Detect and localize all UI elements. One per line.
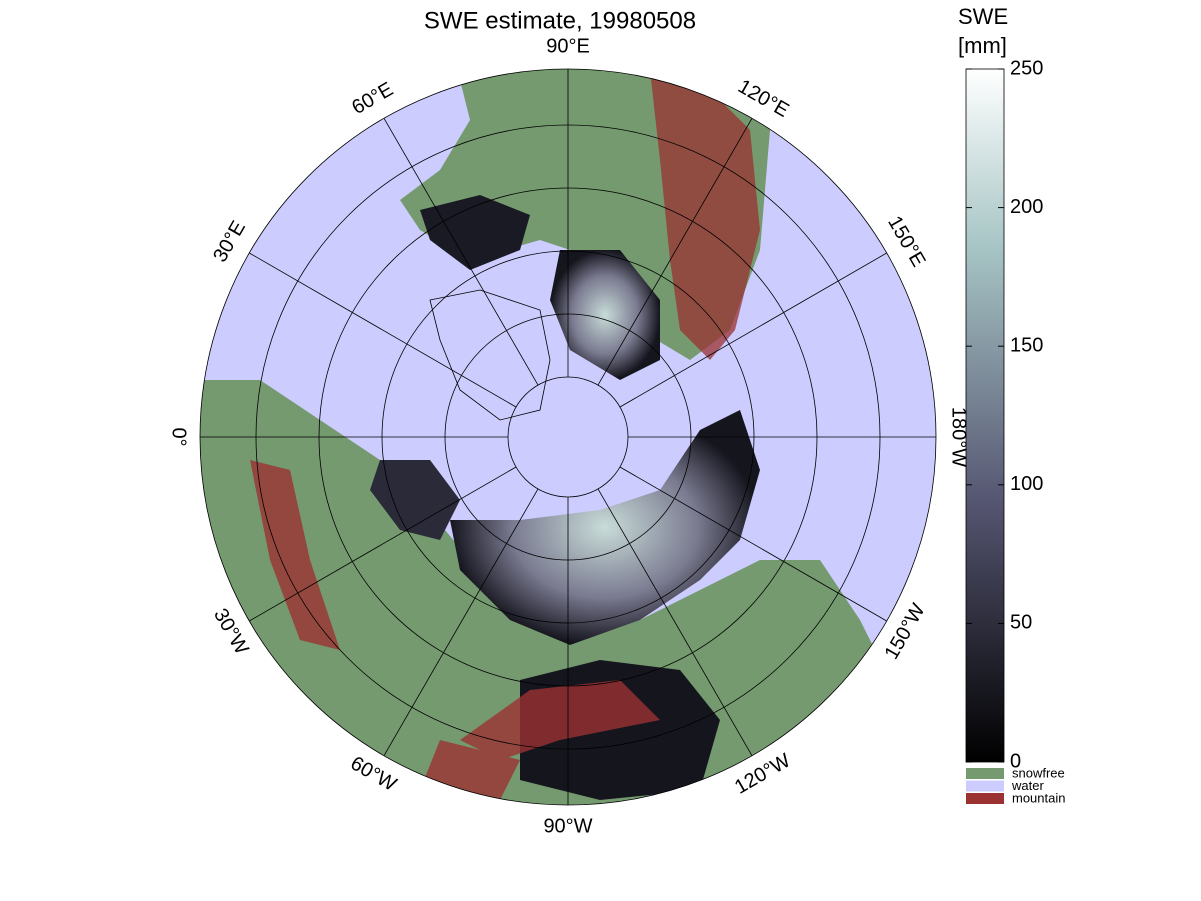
colorbar-tick-label: 150 [1010,334,1043,356]
legend-swatch [966,793,1004,804]
longitude-label: 180°W [948,407,970,467]
meridian [619,466,887,622]
legend-swatch [966,768,1004,779]
colorbar-tick-label: 250 [1010,57,1043,79]
longitude-label: 90°E [546,35,590,57]
longitude-label: 30°E [209,217,250,266]
map-title: SWE estimate, 19980508 [424,7,696,34]
colorbar-axis: SWE [mm] 0 50 100 150 200 250 snowfreewatermount… [958,4,1065,806]
graticule [200,69,936,805]
meridian [619,252,887,408]
longitude-label: 0° [168,427,190,446]
legend-swatch [966,780,1004,792]
snow-canada-east [420,195,530,270]
meridian [249,466,517,622]
colorbar-tick-label: 100 [1010,473,1043,495]
colorbar [965,68,1005,763]
rocky-mountains [650,70,760,360]
snow-scandinavia [370,460,460,540]
legend-label: snowfree [1012,765,1065,780]
legend-label: mountain [1012,790,1065,805]
greenland-outline [429,289,551,421]
map-area [200,69,936,805]
map-border [199,68,937,806]
meridian [597,118,753,386]
longitude-label: 90°W [543,815,592,837]
colorbar-label: [mm] [958,33,1007,58]
colorbar-label: SWE [958,4,1008,29]
snow-siberia [450,410,760,645]
longitude-label: 60°E [348,78,397,119]
snow-canada-arctic [550,250,660,380]
meridian [383,488,539,756]
colorbar-tick-label: 50 [1010,612,1032,634]
meridian [383,118,539,386]
legend-label: water [1011,778,1044,793]
meridian [597,488,753,756]
colorbar-tick-label: 0 [1010,750,1021,772]
meridian [249,252,517,408]
colorbar-tick-label: 200 [1010,196,1043,218]
eurasian-mountains [250,460,660,800]
